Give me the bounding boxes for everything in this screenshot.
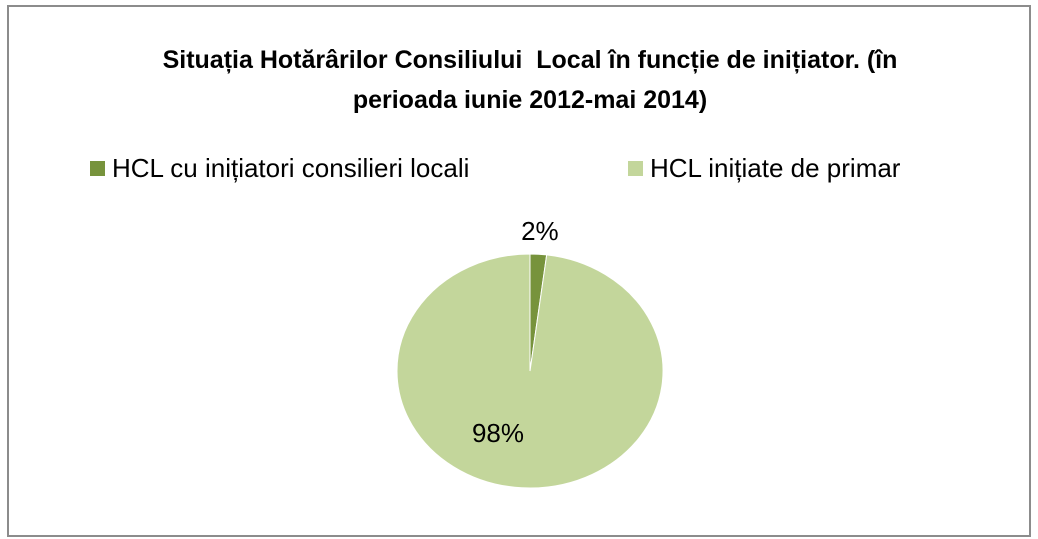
pie-slice — [396, 253, 664, 489]
legend-label: HCL cu inițiatori consilieri locali — [112, 153, 469, 183]
legend-label: HCL inițiate de primar — [650, 153, 901, 183]
data-label: 2% — [521, 216, 559, 246]
legend-swatch — [90, 161, 105, 176]
legend-swatch — [628, 161, 643, 176]
chart-title: Situația Hotărârilor Consiliului Local î… — [162, 46, 905, 114]
data-label: 98% — [472, 418, 524, 448]
